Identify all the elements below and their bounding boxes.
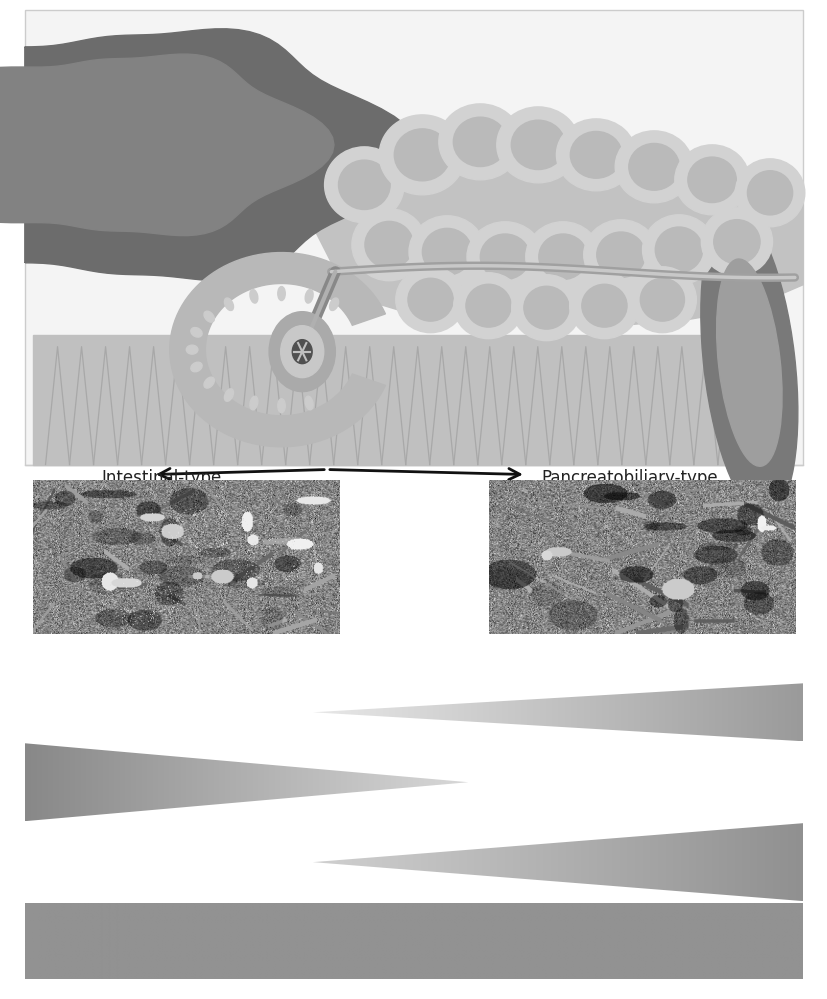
Ellipse shape — [583, 220, 657, 290]
Ellipse shape — [674, 145, 748, 215]
Ellipse shape — [628, 267, 696, 333]
Ellipse shape — [496, 107, 579, 183]
Polygon shape — [25, 29, 422, 281]
Ellipse shape — [278, 399, 284, 413]
Ellipse shape — [203, 378, 214, 389]
Ellipse shape — [466, 222, 543, 292]
Ellipse shape — [250, 290, 257, 303]
Bar — [33, 335, 744, 465]
Ellipse shape — [538, 234, 586, 280]
Ellipse shape — [700, 208, 772, 276]
Ellipse shape — [700, 209, 797, 516]
Ellipse shape — [713, 220, 759, 264]
Ellipse shape — [569, 273, 638, 339]
Ellipse shape — [186, 346, 198, 354]
Ellipse shape — [224, 389, 233, 402]
Ellipse shape — [408, 279, 452, 321]
Text: P53-Rb signaling alteration: P53-Rb signaling alteration — [461, 854, 696, 870]
Ellipse shape — [365, 222, 413, 268]
Text: Pancreatobiliary-type: Pancreatobiliary-type — [540, 469, 717, 487]
Polygon shape — [170, 253, 385, 447]
Ellipse shape — [409, 216, 485, 288]
Ellipse shape — [203, 311, 214, 322]
Ellipse shape — [422, 229, 471, 275]
Circle shape — [280, 326, 323, 378]
Ellipse shape — [480, 234, 529, 280]
Bar — [25, 10, 802, 465]
Ellipse shape — [379, 115, 465, 195]
Ellipse shape — [329, 298, 338, 311]
Text: RTK-RAS signaling alteration: RTK-RAS signaling alteration — [468, 704, 715, 720]
Polygon shape — [0, 54, 333, 236]
Ellipse shape — [596, 232, 644, 278]
Ellipse shape — [351, 209, 426, 281]
Ellipse shape — [511, 275, 581, 341]
Polygon shape — [314, 140, 802, 325]
Ellipse shape — [453, 273, 523, 339]
Ellipse shape — [250, 397, 257, 410]
Bar — [25, 10, 802, 465]
Ellipse shape — [581, 285, 626, 327]
Ellipse shape — [639, 279, 684, 321]
Ellipse shape — [523, 287, 568, 329]
Ellipse shape — [614, 131, 692, 203]
Ellipse shape — [654, 227, 702, 273]
Ellipse shape — [438, 104, 521, 180]
Ellipse shape — [466, 285, 510, 327]
Ellipse shape — [324, 147, 404, 223]
Ellipse shape — [190, 363, 202, 372]
Ellipse shape — [570, 132, 621, 178]
Ellipse shape — [453, 117, 506, 167]
Ellipse shape — [715, 259, 782, 467]
Text: Intestinal-type: Intestinal-type — [101, 469, 222, 487]
Ellipse shape — [224, 298, 233, 311]
Ellipse shape — [747, 171, 791, 215]
Ellipse shape — [395, 267, 465, 333]
Ellipse shape — [305, 290, 313, 303]
Text: WNT signaling alteration: WNT signaling alteration — [96, 774, 309, 790]
Circle shape — [292, 340, 312, 364]
Circle shape — [269, 312, 335, 392]
Ellipse shape — [525, 222, 600, 292]
Ellipse shape — [338, 160, 390, 210]
Ellipse shape — [305, 397, 313, 410]
Ellipse shape — [642, 215, 715, 285]
Ellipse shape — [511, 120, 564, 170]
Text: ELF3 mutation: ELF3 mutation — [328, 931, 499, 951]
Ellipse shape — [734, 159, 804, 227]
Ellipse shape — [394, 129, 450, 181]
Ellipse shape — [628, 144, 679, 190]
Ellipse shape — [556, 119, 635, 191]
Ellipse shape — [278, 287, 284, 301]
Ellipse shape — [190, 328, 202, 337]
Ellipse shape — [687, 157, 735, 203]
